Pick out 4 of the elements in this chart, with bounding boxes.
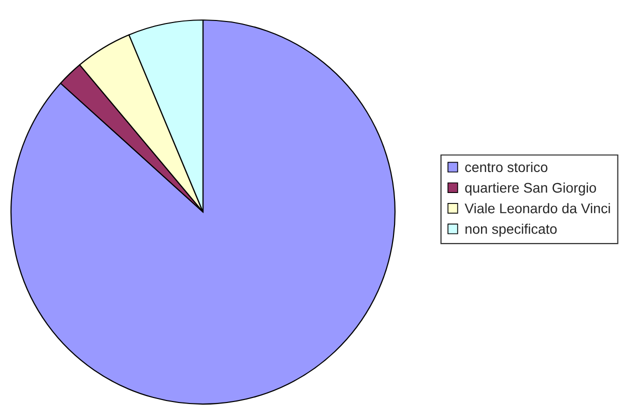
legend-label: centro storico (465, 162, 548, 172)
legend-label: Viale Leonardo da Vinci (464, 203, 610, 214)
legend-label: non specificato (466, 224, 557, 237)
legend-label: quartiere San Giorgio (465, 182, 596, 196)
